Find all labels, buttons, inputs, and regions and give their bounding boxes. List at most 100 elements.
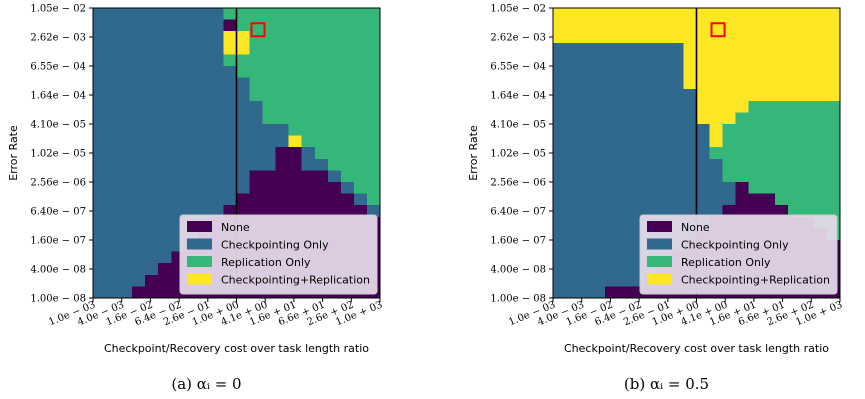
heatmap-cell	[618, 42, 632, 55]
heatmap-cell	[761, 112, 776, 125]
heatmap-cell	[275, 100, 290, 113]
heatmap-cell	[787, 124, 802, 137]
heatmap-cell	[236, 158, 251, 171]
heatmap-cell	[327, 205, 342, 218]
heatmap-cell	[748, 158, 763, 171]
heatmap-cell	[748, 100, 763, 113]
heatmap-cell	[696, 54, 711, 67]
heatmap-cell	[735, 66, 750, 79]
heatmap-cell	[709, 31, 724, 44]
heatmap-cell	[813, 54, 828, 67]
heatmap-cell	[800, 77, 815, 90]
heatmap-cell	[618, 31, 632, 44]
heatmap-cell	[249, 77, 264, 90]
heatmap-cell	[761, 193, 776, 206]
y-tick-label: 6.55e − 04	[30, 62, 86, 73]
heatmap-cell	[579, 31, 593, 44]
heatmap-cell	[314, 66, 329, 79]
heatmap-cell	[119, 286, 133, 299]
heatmap-cell	[366, 8, 381, 21]
heatmap-cell	[119, 54, 133, 67]
heatmap-cell	[106, 66, 120, 79]
y-tick-label: 1.00e − 08	[490, 294, 546, 305]
heatmap-cell	[236, 170, 251, 183]
heatmap-cell	[800, 147, 815, 160]
heatmap-cell	[774, 8, 789, 21]
heatmap-cell	[301, 42, 316, 55]
heatmap-cell	[93, 42, 107, 55]
heatmap-cell	[288, 54, 303, 67]
heatmap-cell	[761, 124, 776, 137]
heatmap-cell	[236, 31, 251, 44]
heatmap-cell	[119, 8, 133, 21]
heatmap-cell	[145, 66, 159, 79]
heatmap-cell	[158, 286, 172, 299]
legend-swatch-checkpointing-only	[187, 238, 212, 250]
heatmap-cell	[340, 135, 355, 148]
heatmap-cell	[353, 135, 368, 148]
y-tick-label: 4.00e − 08	[490, 265, 546, 276]
heatmap-cell	[275, 182, 290, 195]
heatmap-cell	[93, 31, 107, 44]
heatmap-cell	[275, 54, 290, 67]
heatmap-cell	[683, 19, 698, 32]
heatmap-cell	[171, 205, 185, 218]
heatmap-cell	[353, 193, 368, 206]
heatmap-cell	[748, 54, 763, 67]
heatmap-cell	[249, 193, 264, 206]
heatmap-cell	[145, 147, 159, 160]
heatmap-cell	[353, 100, 368, 113]
heatmap-cell	[605, 66, 619, 79]
heatmap-cell	[275, 19, 290, 32]
heatmap-cell	[119, 182, 133, 195]
y-tick-label: 4.00e − 08	[30, 265, 86, 276]
heatmap-cell	[262, 182, 277, 195]
heatmap-cell	[366, 147, 381, 160]
heatmap-cell	[774, 89, 789, 102]
heatmap-cell	[592, 19, 606, 32]
heatmap-cell	[761, 100, 776, 113]
heatmap-cell	[670, 100, 685, 113]
heatmap-cell	[605, 205, 619, 218]
heatmap-cell	[132, 286, 146, 299]
heatmap-cell	[631, 42, 645, 55]
heatmap-cell	[184, 205, 198, 218]
heatmap-cell	[774, 19, 789, 32]
heatmap-cell	[553, 112, 567, 125]
heatmap-cell	[618, 100, 632, 113]
heatmap-cell	[800, 100, 815, 113]
heatmap-cell	[605, 124, 619, 137]
heatmap-cell	[683, 77, 698, 90]
heatmap-cell	[683, 112, 698, 125]
heatmap-cell	[236, 112, 251, 125]
heatmap-cell	[605, 263, 619, 276]
heatmap-cell	[249, 8, 264, 21]
heatmap-cell	[353, 42, 368, 55]
heatmap-cell	[787, 100, 802, 113]
heatmap-cell	[93, 240, 107, 253]
heatmap-cell	[605, 240, 619, 253]
heatmap-cell	[327, 8, 342, 21]
heatmap-cell	[314, 42, 329, 55]
heatmap-cell	[579, 228, 593, 241]
heatmap-cell	[579, 182, 593, 195]
heatmap-cell	[566, 240, 580, 253]
heatmap-cell	[236, 147, 251, 160]
heatmap-cell	[618, 205, 632, 218]
heatmap-cell	[327, 54, 342, 67]
heatmap-cell	[826, 135, 841, 148]
heatmap-cell	[579, 135, 593, 148]
heatmap-cell	[787, 205, 802, 218]
heatmap-cell	[761, 170, 776, 183]
heatmap-cell	[236, 100, 251, 113]
heatmap-cell	[158, 8, 172, 21]
heatmap-cell	[709, 89, 724, 102]
heatmap-cell	[553, 8, 567, 21]
heatmap-cell	[592, 216, 606, 229]
heatmap-cell	[787, 31, 802, 44]
heatmap-cell	[709, 8, 724, 21]
heatmap-cell	[644, 42, 658, 55]
heatmap-cell	[566, 135, 580, 148]
heatmap-cell	[158, 54, 172, 67]
heatmap-cell	[618, 216, 632, 229]
